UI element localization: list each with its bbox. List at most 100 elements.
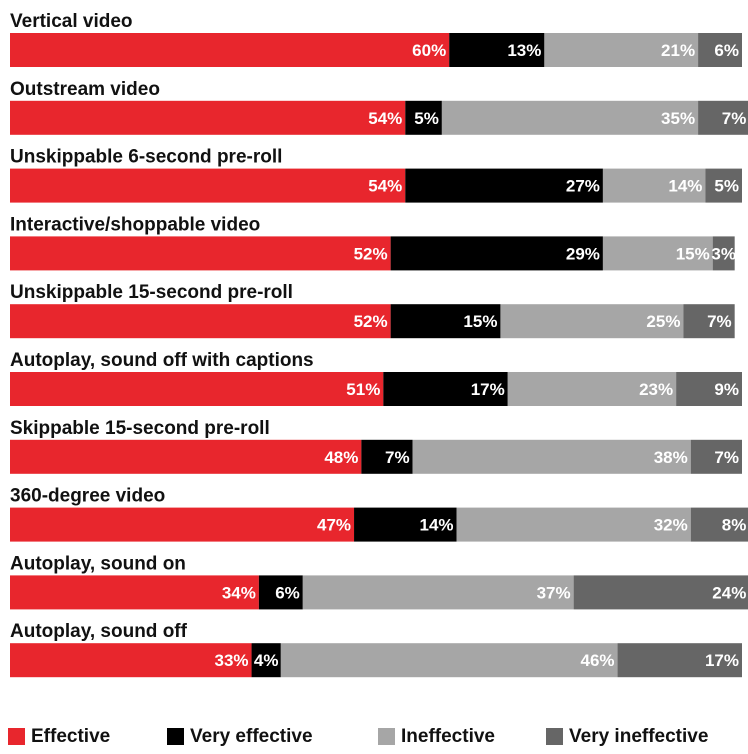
- data-label: 5%: [414, 109, 439, 128]
- bar-segment: [10, 304, 391, 339]
- bar-segment: [449, 33, 545, 67]
- bar-segment: [10, 575, 259, 610]
- legend-label: Very effective: [190, 726, 313, 747]
- data-label: 7%: [722, 109, 747, 128]
- category-label: Outstream video: [10, 79, 160, 100]
- legend-item: Effective: [8, 726, 110, 747]
- data-label: 14%: [419, 516, 453, 535]
- bar-row: Autoplay, sound off with captions 51% 17% 2…: [10, 350, 742, 406]
- bar-segment: [361, 439, 413, 474]
- data-label: 15%: [676, 244, 710, 263]
- data-label: 54%: [368, 177, 402, 196]
- bar-segment: [390, 304, 501, 339]
- data-label: 5%: [714, 177, 739, 196]
- data-label: 47%: [317, 516, 351, 535]
- data-label: 24%: [712, 583, 746, 602]
- bar-row: Autoplay, sound on 34% 6% 37% 24%: [10, 553, 748, 610]
- bar-segment: [544, 33, 699, 67]
- data-label: 52%: [354, 244, 388, 263]
- data-label: 51%: [346, 380, 380, 399]
- bar-row: Outstream video 54% 5% 35% 7%: [10, 79, 748, 135]
- bar-segment: [683, 304, 735, 339]
- bar-segment: [280, 643, 618, 678]
- bar-segment: [698, 33, 742, 67]
- data-label: 13%: [507, 41, 541, 60]
- data-label: 14%: [668, 177, 702, 196]
- bar-row: Skippable 15-second pre-roll 48% 7% 38% 7%: [10, 418, 742, 474]
- bar-segment: [10, 33, 450, 67]
- category-label: Vertical video: [10, 11, 133, 32]
- bar-segment: [573, 575, 748, 610]
- data-label: 35%: [661, 109, 695, 128]
- bar-segment: [412, 439, 691, 474]
- bar-segment: [405, 100, 442, 135]
- legend-label: Very ineffective: [569, 726, 708, 747]
- data-label: 6%: [714, 41, 739, 60]
- data-label: 23%: [639, 380, 673, 399]
- bar-segment: [602, 236, 713, 271]
- bar-segment: [441, 100, 699, 135]
- bar-segment: [10, 236, 391, 271]
- bar-segment: [354, 507, 457, 542]
- bar-row: Unskippable 6-second pre-roll 54% 27% 14% 5%: [10, 147, 742, 203]
- bar-segment: [10, 507, 355, 542]
- bar-segment: [10, 643, 252, 678]
- legend-item: Very ineffective: [546, 726, 708, 747]
- bar-row: Autoplay, sound off 33% 4% 46% 17%: [10, 621, 742, 678]
- category-label: 360-degree video: [10, 486, 165, 507]
- bar-segment: [698, 100, 748, 135]
- data-label: 46%: [581, 651, 615, 670]
- data-label: 17%: [471, 380, 505, 399]
- bar-segment: [690, 507, 748, 542]
- bar-segment: [456, 507, 691, 542]
- legend-swatch: [8, 728, 25, 745]
- bar-segment: [602, 168, 706, 203]
- bar-segment: [10, 100, 406, 135]
- category-label: Autoplay, sound off with captions: [10, 350, 314, 371]
- data-label: 52%: [354, 312, 388, 331]
- data-label: 34%: [222, 583, 256, 602]
- bar-segment: [405, 168, 603, 203]
- data-label: 33%: [215, 651, 249, 670]
- legend-item: Very effective: [167, 726, 313, 747]
- bar-segment: [10, 372, 384, 406]
- category-label: Interactive/shoppable video: [10, 214, 260, 235]
- data-label: 8%: [722, 516, 747, 535]
- bar-segment: [705, 168, 742, 203]
- chart-rows: Vertical video 60% 13% 21% 6% Outstream video…: [10, 11, 748, 678]
- bar-row: 360-degree video 47% 14% 32% 8%: [10, 486, 748, 542]
- legend-swatch: [167, 728, 184, 745]
- category-label: Autoplay, sound off: [10, 621, 188, 642]
- data-label: 6%: [275, 583, 300, 602]
- bar-segment: [500, 304, 684, 339]
- data-label: 37%: [537, 583, 571, 602]
- bar-segment: [258, 575, 303, 610]
- data-label: 7%: [707, 312, 732, 331]
- data-label: 3%: [711, 244, 736, 263]
- legend-label: Ineffective: [401, 726, 495, 747]
- data-label: 21%: [661, 41, 695, 60]
- legend-swatch: [546, 728, 563, 745]
- data-label: 29%: [566, 244, 600, 263]
- bar-segment: [251, 643, 281, 678]
- bar-segment: [712, 236, 735, 271]
- data-label: 25%: [646, 312, 680, 331]
- bar-segment: [617, 643, 742, 678]
- data-label: 27%: [566, 177, 600, 196]
- data-label: 7%: [714, 448, 739, 467]
- data-label: 9%: [714, 380, 739, 399]
- bar-row: Unskippable 15-second pre-roll 52% 15% 25% 7…: [10, 282, 735, 339]
- category-label: Unskippable 6-second pre-roll: [10, 147, 282, 168]
- legend-label: Effective: [31, 726, 110, 747]
- chart-legend: Effective Very effective Ineffective Very i…: [8, 726, 708, 747]
- data-label: 32%: [654, 516, 688, 535]
- bar-row: Vertical video 60% 13% 21% 6%: [10, 11, 742, 67]
- legend-item: Ineffective: [378, 726, 495, 747]
- data-label: 48%: [324, 448, 358, 467]
- data-label: 60%: [412, 41, 446, 60]
- data-label: 38%: [654, 448, 688, 467]
- data-label: 4%: [254, 651, 279, 670]
- data-label: 15%: [463, 312, 497, 331]
- bar-row: Interactive/shoppable video 52% 29% 15% 3%: [10, 214, 736, 271]
